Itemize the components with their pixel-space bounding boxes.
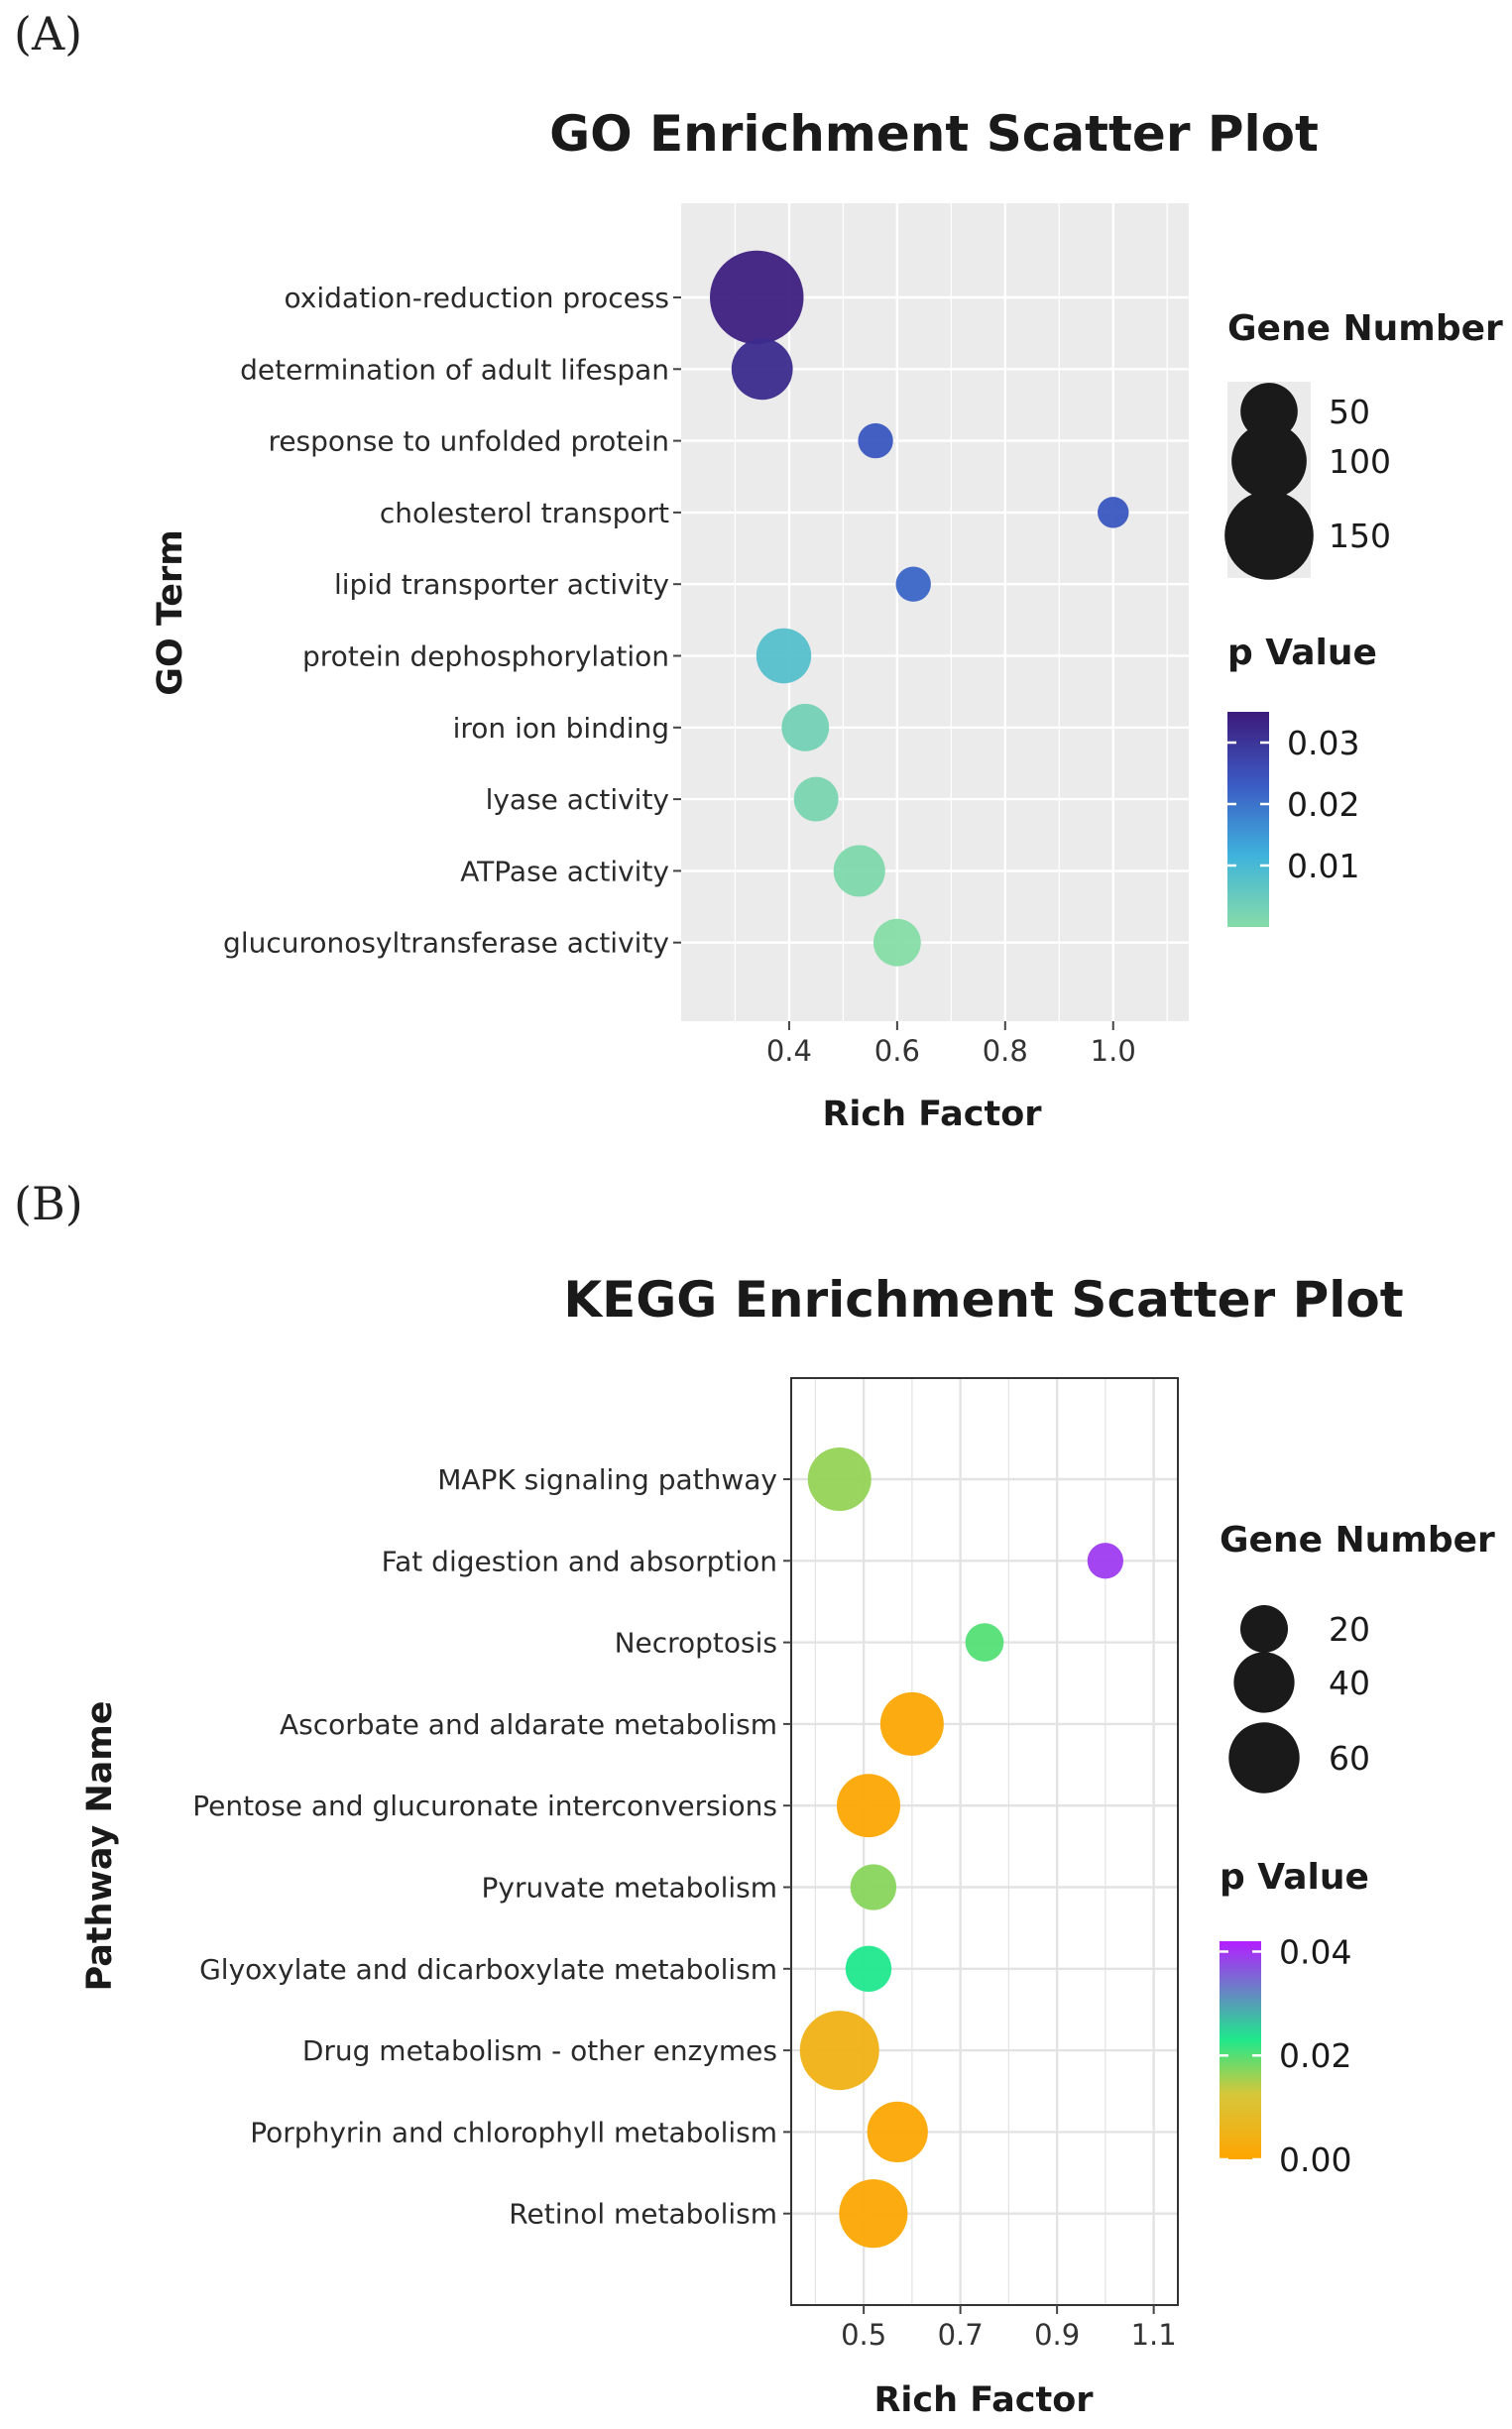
data-point <box>710 250 804 345</box>
data-point <box>858 422 893 459</box>
kegg-category-labels: MAPK signaling pathway Fat digestion and … <box>192 1463 791 2231</box>
go-category-labels: oxidation-reduction process determination… <box>223 282 681 960</box>
data-point <box>731 338 793 401</box>
size-legend-label: 150 <box>1329 517 1391 555</box>
x-tick-label: 0.6 <box>874 1034 920 1068</box>
data-point <box>895 566 931 602</box>
data-point <box>833 845 885 897</box>
size-legend-key <box>1240 383 1298 440</box>
category-label: MAPK signaling pathway <box>437 1463 777 1496</box>
colorbar-tick-label: 0.02 <box>1287 785 1359 824</box>
data-point <box>872 918 921 967</box>
go-y-axis-title: GO Term <box>151 529 190 695</box>
category-label: glucuronosyltransferase activity <box>223 927 669 960</box>
kegg-size-legend-title: Gene Number <box>1220 1520 1495 1561</box>
size-legend-label: 60 <box>1329 1739 1370 1778</box>
colorbar-tick-label: 0.04 <box>1279 1932 1351 1971</box>
category-label: lipid transporter activity <box>334 568 669 601</box>
x-tick-label: 0.4 <box>766 1034 812 1068</box>
category-label: iron ion binding <box>453 712 669 745</box>
data-point <box>965 1623 1004 1662</box>
category-label: Drug metabolism - other enzymes <box>302 2034 777 2067</box>
data-point <box>850 1864 897 1910</box>
size-legend-label: 20 <box>1329 1610 1370 1649</box>
colorbar-tick-label: 0.03 <box>1287 724 1359 762</box>
size-legend-key <box>1231 423 1307 499</box>
x-tick-label: 0.7 <box>938 2318 984 2352</box>
size-legend-key <box>1233 1652 1295 1713</box>
go-x-ticks: 0.4 0.6 0.8 1.0 <box>766 1021 1136 1068</box>
kegg-colorbar <box>1220 1941 1261 2159</box>
colorbar-tick-label: 0.02 <box>1279 2036 1351 2075</box>
data-point <box>1098 497 1129 528</box>
go-colorbar <box>1227 712 1269 927</box>
data-point <box>793 776 839 822</box>
kegg-chart-title: KEGG Enrichment Scatter Plot <box>563 1271 1403 1329</box>
category-label: response to unfolded protein <box>268 425 669 458</box>
go-x-axis-title: Rich Factor <box>822 1095 1042 1134</box>
go-color-legend-title: p Value <box>1227 633 1377 673</box>
category-label: Pentose and glucuronate interconversions <box>192 1790 777 1822</box>
data-point <box>756 628 812 684</box>
category-label: Fat digestion and absorption <box>382 1545 777 1577</box>
category-label: oxidation-reduction process <box>285 282 669 314</box>
data-point <box>867 2101 928 2163</box>
colorbar-tick-label: 0.01 <box>1287 847 1359 885</box>
data-point <box>807 1447 872 1511</box>
kegg-plot-border <box>790 1377 1179 2306</box>
category-label: Retinol metabolism <box>509 2198 777 2231</box>
go-chart-title: GO Enrichment Scatter Plot <box>549 105 1319 163</box>
panel-label-a: (A) <box>14 7 82 60</box>
x-tick-label: 1.1 <box>1131 2318 1177 2352</box>
go-colorbar-ticks: 0.03 0.02 0.01 <box>1227 724 1359 885</box>
kegg-color-legend-title: p Value <box>1220 1857 1369 1898</box>
go-size-legend: 50 100 150 <box>1224 383 1391 580</box>
go-size-legend-title: Gene Number <box>1227 308 1503 349</box>
category-label: Necroptosis <box>615 1627 777 1660</box>
size-legend-label: 100 <box>1329 442 1391 481</box>
go-enrichment-panel: (A) GO Enrichment Scatter Plot oxidation… <box>14 7 1503 1134</box>
data-point <box>879 1691 944 1756</box>
panel-label-b: (B) <box>14 1177 83 1230</box>
category-label: Glyoxylate and dicarboxylate metabolism <box>199 1953 777 1986</box>
kegg-x-axis-title: Rich Factor <box>873 2380 1094 2420</box>
x-tick-label: 0.5 <box>841 2318 886 2352</box>
kegg-data-points <box>799 1447 1123 2249</box>
x-tick-label: 1.0 <box>1091 1034 1136 1068</box>
category-label: Pyruvate metabolism <box>481 1872 777 1905</box>
category-label: Porphyrin and chlorophyll metabolism <box>250 2116 777 2148</box>
data-point <box>837 1774 900 1838</box>
data-point <box>845 1945 892 1992</box>
kegg-y-axis-title: Pathway Name <box>80 1701 120 1992</box>
size-legend-key <box>1240 1605 1288 1653</box>
data-point <box>781 703 830 752</box>
size-legend-key <box>1224 491 1314 580</box>
category-label: determination of adult lifespan <box>240 353 669 386</box>
kegg-x-ticks: 0.5 0.7 0.9 1.1 <box>841 2305 1177 2352</box>
kegg-enrichment-panel: (B) KEGG Enrichment Scatter Plot MAPK si… <box>14 1177 1495 2420</box>
category-label: lyase activity <box>486 783 669 816</box>
kegg-colorbar-ticks: 0.04 0.02 0.00 <box>1220 1932 1351 2179</box>
x-tick-label: 0.9 <box>1034 2318 1080 2352</box>
x-tick-label: 0.8 <box>983 1034 1028 1068</box>
category-label: Ascorbate and aldarate metabolism <box>280 1708 777 1741</box>
data-point <box>1087 1543 1123 1579</box>
size-legend-key <box>1228 1722 1300 1793</box>
kegg-size-legend: 20 40 60 <box>1228 1605 1370 1793</box>
go-data-points <box>710 250 1129 967</box>
category-label: ATPase activity <box>460 855 669 887</box>
colorbar-tick-label: 0.00 <box>1279 2140 1351 2179</box>
data-point <box>839 2179 908 2249</box>
size-legend-label: 40 <box>1329 1664 1370 1702</box>
category-label: cholesterol transport <box>380 497 669 529</box>
go-gridlines <box>681 203 1189 1021</box>
kegg-plot-area <box>791 1378 1178 2305</box>
size-legend-label: 50 <box>1329 393 1370 431</box>
category-label: protein dephosphorylation <box>302 640 669 673</box>
data-point <box>799 2011 879 2091</box>
